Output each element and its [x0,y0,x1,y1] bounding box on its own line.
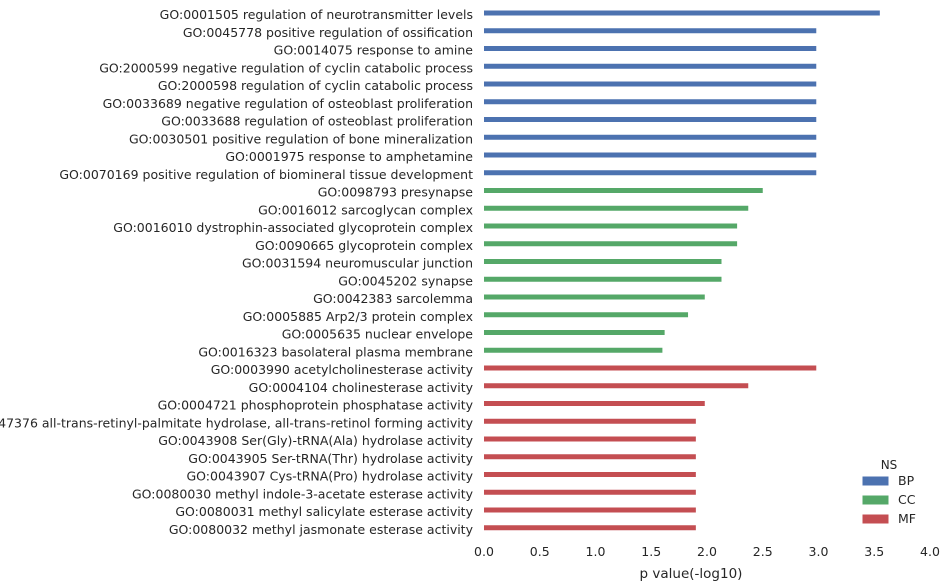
category-label: GO:2000598 regulation of cyclin cataboli… [158,78,473,93]
bar-bp [484,28,817,34]
x-tick-label: 1.0 [586,544,606,559]
category-label: GO:0045778 positive regulation of ossifi… [183,25,473,40]
bar-mf [484,401,705,406]
bar-mf [484,472,696,477]
x-tick-labels-group: 0.0 0.5 1.0 1.5 2.0 2.5 3.0 3.5 4.0 [474,544,940,559]
category-label: GO:0016012 sarcoglycan complex [258,202,473,217]
category-label: GO:0033689 negative regulation of osteob… [103,96,473,111]
category-label: GO:0016323 basolateral plasma membrane [198,344,473,359]
category-label: GO:0001975 response to amphetamine [225,149,473,164]
x-tick-label: 2.0 [697,544,717,559]
category-label: GO:0004721 phosphoprotein phosphatase ac… [158,398,474,413]
bar-cc [484,259,722,264]
x-tick-label: 1.5 [641,544,661,559]
bar-bp [484,170,817,176]
category-label: GO:0047376 all-trans-retinyl-palmitate h… [0,415,474,430]
bar-cc [484,347,663,353]
category-label: GO:0042383 sarcolemma [313,291,473,306]
bar-bp [484,63,817,69]
category-label: GO:0090665 glycoprotein complex [255,238,473,253]
bar-cc [484,188,763,193]
bar-cc [484,330,665,335]
category-label: GO:0031594 neuromuscular junction [242,256,473,271]
category-label: GO:0030501 positive regulation of bone m… [129,131,473,146]
category-label: GO:0080032 methyl jasmonate esterase act… [169,522,474,537]
bar-mf [484,454,696,460]
category-label: GO:0004104 cholinesterase activity [249,380,474,395]
bar-bp [484,117,817,122]
category-labels-group: GO:0001505 regulation of neurotransmitte… [0,7,474,537]
category-label: GO:2000599 negative regulation of cyclin… [99,60,473,75]
bar-cc [484,205,749,211]
x-tick-label: 3.5 [864,544,884,559]
category-label: GO:0033688 regulation of osteoblast prol… [161,114,473,129]
category-label: GO:0014075 response to amine [274,43,474,58]
category-label: GO:0005885 Arp2/3 protein complex [243,309,473,324]
x-tick-label: 3.0 [809,544,829,559]
legend-label-mf: MF [898,511,916,526]
legend-swatch-bp [861,475,890,487]
bar-cc [484,294,705,300]
legend-title: NS [881,458,898,472]
x-tick-label: 4.0 [920,544,940,559]
bar-cc [484,276,722,282]
x-tick-label: 0.0 [474,544,494,559]
x-tick-label: 0.5 [530,544,550,559]
x-axis-label: p value(-log10) [640,566,743,582]
x-tick-label: 2.5 [753,544,773,559]
bar-bp [484,46,817,51]
category-label: GO:0016010 dystrophin-associated glycopr… [113,220,473,235]
category-label: GO:0080031 methyl salicylate esterase ac… [175,504,473,519]
bar-bp [484,81,817,87]
bar-mf [484,418,696,424]
category-label: GO:0045202 synapse [338,273,473,288]
legend-swatch-mf [861,513,890,525]
bar-cc [484,241,738,247]
category-label: GO:0043905 Ser-tRNA(Thr) hydrolase activ… [188,451,473,466]
bar-cc [484,223,738,229]
bar-mf [484,489,696,495]
category-label: GO:0003990 acetylcholinesterase activity [211,362,474,377]
bar-cc [484,312,689,318]
category-label: GO:0070169 positive regulation of biomin… [59,167,473,182]
category-label: GO:0001505 regulation of neurotransmitte… [160,7,473,22]
bar-mf [484,383,749,389]
category-label: GO:0043907 Cys-tRNA(Pro) hydrolase activ… [186,469,473,484]
category-label: GO:0080030 methyl indole-3-acetate ester… [132,486,474,501]
bar-mf [484,365,817,371]
legend-label-cc: CC [898,492,916,507]
category-label: GO:0043908 Ser(Gly)-tRNA(Ala) hydrolase … [158,433,473,448]
category-label: GO:0005635 nuclear envelope [282,327,474,342]
category-label: GO:0098793 presynapse [318,185,474,200]
bars-group [484,10,880,531]
legend-swatch-cc [861,494,890,506]
bar-bp [484,134,817,140]
bar-bp [484,152,817,158]
bar-mf [484,507,696,513]
bar-bp [484,99,817,105]
bar-mf [484,525,696,531]
bar-bp [484,10,880,16]
legend: NS BP CC MF [861,458,916,526]
bar-mf [484,436,696,442]
legend-label-bp: BP [898,473,915,488]
